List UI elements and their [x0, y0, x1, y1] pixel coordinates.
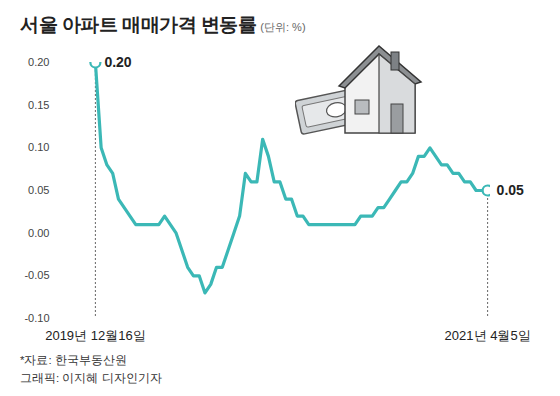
svg-text:0.05: 0.05 — [497, 182, 524, 198]
html-text:서울 아파트 매매가격 변동률 (단위: %): 서울 아파트 매매가격 변동률 (단위: %) — [20, 14, 306, 35]
svg-text:0.05: 0.05 — [28, 184, 49, 196]
svg-text:0.00: 0.00 — [28, 227, 49, 239]
svg-text:-0.05: -0.05 — [24, 269, 49, 281]
svg-text:0.20: 0.20 — [104, 54, 131, 70]
html-text:*자료: 한국부동산원: *자료: 한국부동산원 — [20, 354, 127, 366]
svg-text:2021년 4월5일: 2021년 4월5일 — [445, 328, 531, 343]
svg-text:0.20: 0.20 — [28, 56, 49, 68]
html-text:그래픽: 이지혜 디자인기자: 그래픽: 이지혜 디자인기자 — [20, 372, 162, 384]
svg-text:2019년 12월16일: 2019년 12월16일 — [45, 328, 145, 343]
svg-text:0.15: 0.15 — [28, 99, 49, 111]
svg-text:-0.10: -0.10 — [24, 312, 49, 324]
svg-text:0.10: 0.10 — [28, 141, 49, 153]
